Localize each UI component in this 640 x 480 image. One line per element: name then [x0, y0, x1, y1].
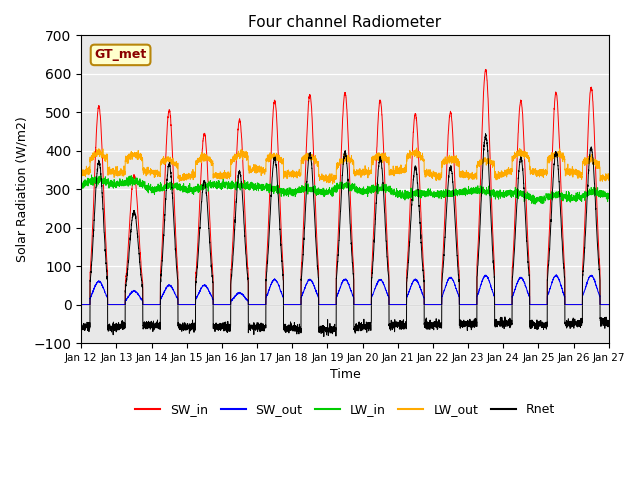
SW_in — [77, 301, 85, 307]
LW_out — [604, 175, 612, 180]
Line: LW_in: LW_in — [81, 175, 609, 204]
LW_out — [172, 164, 180, 169]
Rnet — [605, 323, 612, 329]
Legend: SW_in, SW_out, LW_in, LW_out, Rnet: SW_in, SW_out, LW_in, LW_out, Rnet — [130, 398, 560, 421]
SW_in — [434, 301, 442, 307]
LW_out — [605, 175, 612, 181]
Rnet — [604, 318, 612, 324]
LW_in — [434, 192, 442, 198]
LW_out — [325, 175, 333, 181]
X-axis label: Time: Time — [330, 368, 360, 381]
Line: Rnet: Rnet — [81, 134, 609, 336]
Rnet — [493, 324, 501, 330]
Rnet — [172, 255, 180, 261]
SW_out — [493, 301, 500, 307]
SW_in — [172, 240, 180, 246]
Rnet — [77, 327, 85, 333]
SW_out — [325, 301, 333, 307]
Line: SW_out: SW_out — [81, 275, 609, 304]
SW_out — [172, 293, 180, 299]
LW_out — [493, 172, 501, 178]
SW_out — [605, 301, 612, 307]
Title: Four channel Radiometer: Four channel Radiometer — [248, 15, 442, 30]
Rnet — [320, 334, 328, 339]
SW_in — [493, 301, 501, 307]
Text: GT_met: GT_met — [95, 48, 147, 61]
SW_in — [482, 67, 490, 72]
LW_out — [463, 170, 471, 176]
SW_out — [552, 272, 560, 277]
SW_out — [434, 301, 442, 307]
Rnet — [463, 319, 471, 325]
LW_in — [88, 172, 95, 178]
Rnet — [325, 326, 333, 332]
LW_out — [413, 145, 420, 151]
SW_out — [604, 301, 612, 307]
SW_out — [77, 301, 85, 307]
LW_in — [325, 188, 333, 194]
LW_in — [493, 188, 501, 194]
LW_out — [77, 165, 85, 170]
LW_out — [329, 181, 337, 187]
SW_in — [605, 301, 612, 307]
Line: SW_in: SW_in — [81, 70, 609, 304]
SW_in — [463, 301, 471, 307]
Line: LW_out: LW_out — [81, 148, 609, 184]
LW_in — [605, 192, 612, 197]
LW_in — [531, 201, 539, 207]
Rnet — [482, 131, 490, 137]
SW_in — [325, 301, 333, 307]
SW_in — [604, 301, 612, 307]
LW_in — [77, 182, 85, 188]
SW_out — [463, 301, 471, 307]
LW_out — [434, 171, 442, 177]
Y-axis label: Solar Radiation (W/m2): Solar Radiation (W/m2) — [15, 116, 28, 262]
LW_in — [463, 192, 471, 197]
LW_in — [172, 183, 180, 189]
LW_in — [604, 196, 612, 202]
Rnet — [434, 322, 442, 327]
